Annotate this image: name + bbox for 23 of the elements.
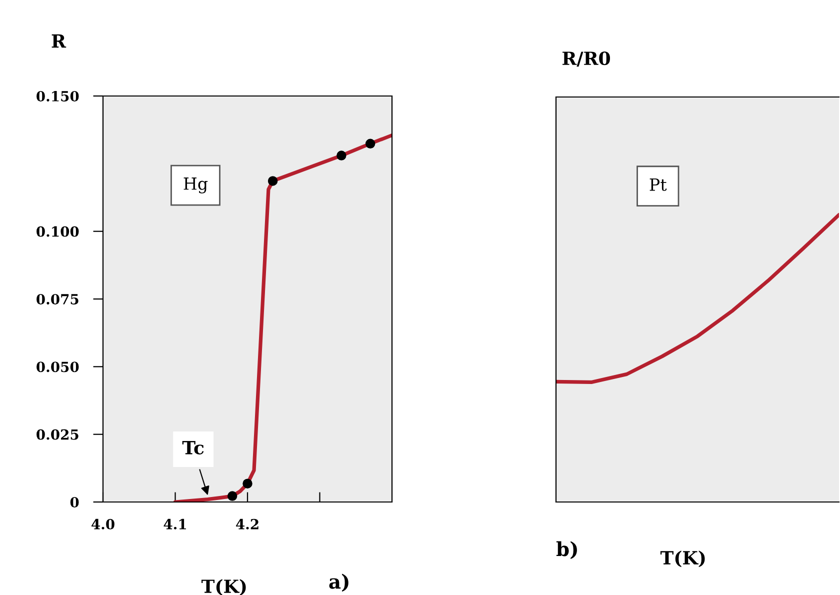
- y-tick-label: 0.050: [36, 362, 79, 372]
- point: [365, 138, 376, 148]
- x-tick-label: 4.0: [91, 518, 114, 530]
- text: b): [556, 541, 577, 559]
- y-tick-label: 0.100: [36, 226, 79, 237]
- line-series: [173, 133, 392, 502]
- x-tick-label: 4.1: [164, 518, 186, 530]
- y-tick-label: 0: [70, 496, 79, 508]
- text: Pt: [650, 178, 667, 191]
- y-axis-title: R/R0: [562, 51, 610, 67]
- y-axis-title: R: [52, 34, 66, 48]
- annotation: Tc: [182, 441, 204, 454]
- y-tick-label: 0.150: [36, 90, 79, 102]
- point: [227, 491, 238, 501]
- y-tick-label: 0.025: [36, 429, 78, 440]
- point: [242, 478, 252, 488]
- point: [268, 176, 278, 186]
- annotation: Hg: [184, 178, 208, 194]
- point: [336, 150, 346, 160]
- x-axis-title: T(K): [660, 550, 705, 568]
- text: a): [329, 574, 348, 592]
- y-tick-label: 0.075: [36, 294, 78, 304]
- x-tick-label: 4.2: [236, 518, 258, 530]
